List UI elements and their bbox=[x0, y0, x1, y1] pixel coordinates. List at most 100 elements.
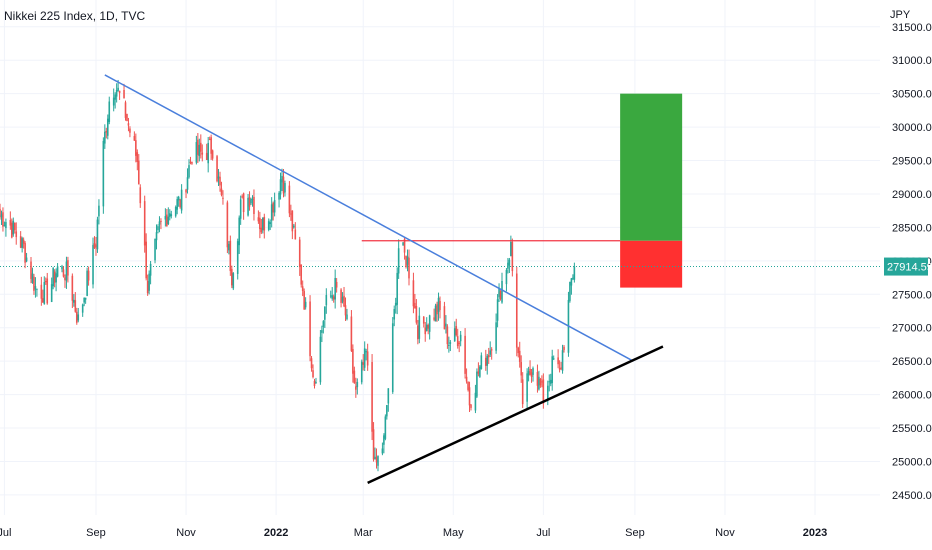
candle-body bbox=[455, 326, 458, 336]
candle-body bbox=[160, 220, 162, 222]
candle-body bbox=[124, 102, 127, 118]
candle-body bbox=[46, 278, 49, 304]
candle-body bbox=[179, 199, 181, 208]
candle-body bbox=[433, 317, 435, 320]
x-tick-label: 2022 bbox=[264, 527, 288, 539]
candle-body bbox=[459, 334, 462, 342]
candle-body bbox=[363, 348, 366, 368]
candle-body bbox=[44, 280, 47, 283]
candle-body bbox=[86, 270, 88, 296]
candle-body bbox=[135, 140, 137, 156]
candle-body bbox=[21, 238, 23, 248]
candle-body bbox=[15, 231, 18, 238]
candle-body bbox=[146, 280, 149, 294]
candle-body bbox=[573, 266, 576, 280]
candle-body bbox=[198, 144, 201, 157]
candle-body bbox=[356, 381, 359, 388]
candle-body bbox=[9, 220, 12, 226]
y-tick-label: 25500.00 bbox=[892, 423, 932, 435]
candle-body bbox=[84, 297, 87, 300]
candle-body bbox=[166, 214, 168, 227]
candle-body bbox=[508, 259, 511, 266]
candle-body bbox=[468, 387, 471, 406]
candle-body bbox=[164, 216, 167, 220]
candle-body bbox=[281, 175, 283, 183]
candle-body bbox=[300, 264, 303, 285]
candle-body bbox=[127, 123, 130, 126]
candle-body bbox=[439, 301, 441, 311]
current-price-badge bbox=[884, 257, 928, 276]
candle-body bbox=[241, 196, 243, 198]
ascending-support-line[interactable] bbox=[367, 345, 664, 485]
candle-body bbox=[548, 381, 551, 383]
candle-body bbox=[477, 371, 480, 374]
candle-body bbox=[310, 358, 313, 369]
time-axis[interactable]: Jul Sep Nov 2022 Mar May Jul Sep Nov 2023 bbox=[0, 527, 827, 539]
target-zone[interactable] bbox=[620, 93, 683, 241]
candle-body bbox=[396, 272, 398, 305]
candle-body bbox=[304, 301, 307, 308]
candle-body bbox=[383, 435, 385, 445]
candle-body bbox=[168, 213, 171, 217]
candle-body bbox=[211, 150, 214, 159]
candle-body bbox=[406, 256, 409, 265]
candle-body bbox=[301, 286, 304, 291]
x-tick-label: 2023 bbox=[803, 527, 827, 539]
candle-body bbox=[453, 328, 456, 341]
candle-body bbox=[3, 225, 6, 227]
descending-trendline[interactable] bbox=[104, 74, 634, 362]
y-tick-label: 30500.00 bbox=[892, 89, 932, 101]
candle-body bbox=[149, 263, 152, 276]
candle-body bbox=[71, 275, 74, 301]
candle-body bbox=[174, 207, 177, 217]
candle-body bbox=[445, 323, 447, 327]
candle-body bbox=[157, 226, 159, 231]
candle-body bbox=[92, 244, 94, 285]
candle-body bbox=[563, 346, 565, 350]
candle-body bbox=[210, 137, 212, 154]
candle-body bbox=[232, 273, 235, 289]
stop-zone[interactable] bbox=[620, 240, 683, 288]
candle-body bbox=[560, 367, 562, 369]
y-tick-label: 27000.00 bbox=[892, 323, 932, 335]
candle-body bbox=[87, 270, 90, 281]
candle-body bbox=[64, 277, 66, 281]
y-tick-label: 24500.00 bbox=[892, 490, 932, 502]
candle-body bbox=[362, 362, 365, 365]
candle-body bbox=[298, 239, 301, 268]
candle-body bbox=[247, 197, 249, 216]
candle-body bbox=[242, 193, 245, 213]
candle-body bbox=[195, 142, 198, 163]
candle-body bbox=[282, 176, 285, 194]
candle-body bbox=[505, 269, 508, 285]
candle-body bbox=[217, 176, 220, 179]
candle-body bbox=[424, 327, 427, 335]
candle-body bbox=[465, 376, 468, 382]
candle-body bbox=[34, 286, 37, 290]
candle-body bbox=[546, 385, 549, 400]
candle-body bbox=[570, 278, 573, 286]
candle-body bbox=[486, 355, 489, 366]
candle-body bbox=[334, 277, 336, 300]
candle-body bbox=[293, 225, 295, 228]
candle-body bbox=[294, 229, 297, 240]
y-tick-label: 25000.00 bbox=[892, 456, 932, 468]
candle-body bbox=[490, 349, 493, 351]
candle-body bbox=[480, 355, 483, 370]
candle-body bbox=[443, 306, 446, 330]
candle-body bbox=[83, 297, 85, 303]
candle-body bbox=[170, 214, 173, 217]
candle-body bbox=[319, 336, 322, 383]
price-axis[interactable]: JPY 24500.00 25000.00 25500.00 26000.00 2650… bbox=[884, 9, 932, 502]
current-price-label: 27914.59 bbox=[887, 262, 932, 274]
candle-body bbox=[377, 455, 379, 466]
candle-body bbox=[251, 199, 254, 201]
candle-body bbox=[177, 196, 180, 201]
candle-body bbox=[393, 309, 396, 320]
candle-body bbox=[476, 371, 478, 397]
candle-body bbox=[353, 370, 356, 384]
candle-body bbox=[484, 357, 487, 366]
x-tick-label: May bbox=[443, 527, 464, 539]
candle-body bbox=[391, 323, 394, 392]
